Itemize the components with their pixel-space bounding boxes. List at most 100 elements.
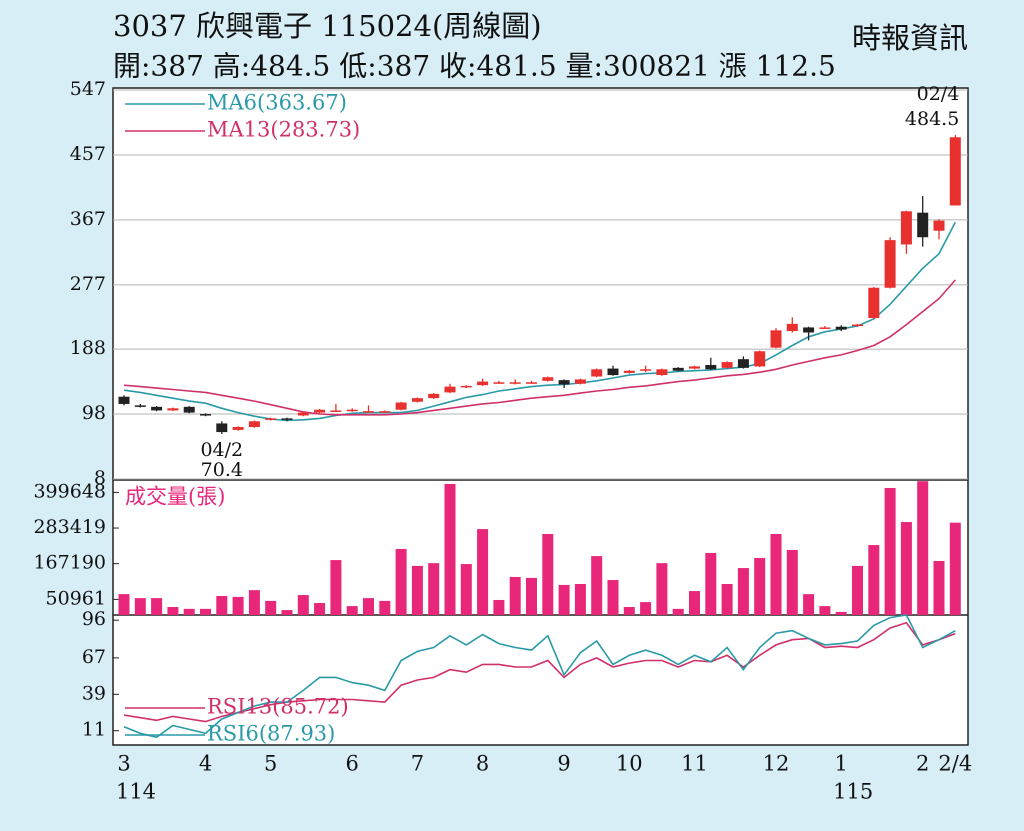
legend-label: RSI13(85.72)	[207, 695, 349, 719]
x-year-label: 115	[833, 780, 873, 804]
x-tick-label: 11	[681, 752, 708, 776]
candle-body	[705, 364, 717, 370]
candle-body	[672, 367, 684, 371]
chart-subtitle: 開:387 高:484.5 低:387 收:481.5 量:300821 漲 1…	[113, 50, 836, 83]
candle-body	[167, 408, 179, 411]
volume-bar	[574, 584, 586, 615]
candle-body	[509, 382, 521, 384]
candle-body	[151, 406, 163, 411]
volume-bar	[379, 600, 391, 615]
candle-body	[526, 382, 537, 384]
candle-body	[868, 287, 880, 319]
volume-bar	[330, 560, 342, 615]
candle-body	[558, 380, 570, 385]
candle-body	[803, 327, 815, 333]
volume-bar	[770, 534, 782, 615]
low-date: 04/2	[200, 439, 243, 461]
volume-bar	[460, 564, 472, 615]
volume-bar	[754, 557, 766, 615]
high-value: 484.5	[905, 108, 959, 130]
volume-bar	[134, 598, 146, 615]
y-tick-label: 67	[82, 646, 106, 668]
candle-body	[607, 368, 619, 376]
chart-title: 3037 欣興電子 115024(周線圖)	[113, 9, 542, 43]
volume-bar	[835, 611, 847, 615]
candle-body	[444, 386, 456, 393]
candle-body	[281, 418, 293, 420]
volume-bar	[607, 580, 619, 615]
volume-bar	[868, 545, 880, 615]
volume-bar	[363, 598, 374, 615]
volume-bar	[151, 598, 163, 615]
volume-bar	[281, 610, 293, 615]
volume-bar	[167, 607, 179, 615]
candle-body	[640, 369, 652, 371]
volume-bar	[444, 483, 456, 615]
volume-bar	[640, 602, 652, 615]
volume-bar	[493, 599, 505, 615]
candle-body	[395, 402, 407, 410]
y-tick-label: 367	[70, 208, 106, 230]
candle-body	[721, 362, 733, 368]
candle-body	[379, 411, 391, 413]
legend-label: MA6(363.67)	[207, 91, 347, 115]
volume-bar	[428, 563, 440, 615]
candle-body	[949, 137, 961, 206]
candle-body	[248, 421, 260, 428]
volume-bar	[786, 549, 798, 615]
y-tick-label: 39	[82, 682, 106, 704]
y-tick-label: 547	[70, 78, 106, 100]
low-value: 70.4	[201, 459, 243, 481]
volume-bar	[900, 522, 912, 615]
candle-body	[460, 385, 472, 388]
volume-bar	[509, 576, 521, 615]
volume-bar	[118, 594, 130, 615]
volume-bar	[232, 596, 244, 615]
candle-body	[786, 323, 798, 332]
y-tick-label: 11	[82, 719, 106, 741]
volume-bar	[395, 549, 407, 615]
x-tick-label: 7	[411, 752, 424, 776]
candle-body	[493, 382, 505, 384]
volume-bar	[803, 594, 815, 615]
y-tick-label: 167190	[33, 552, 106, 574]
candle-body	[297, 412, 309, 416]
candle-body	[411, 398, 423, 402]
candle-body	[314, 409, 326, 413]
x-tick-label: 3	[117, 752, 130, 776]
volume-bar	[346, 606, 358, 615]
volume-bar	[933, 561, 945, 615]
candle-body	[900, 211, 912, 245]
volume-bar	[721, 584, 733, 615]
volume-bar	[411, 565, 423, 615]
x-tick-label: 8	[476, 752, 489, 776]
candle-body	[216, 423, 228, 433]
volume-bar	[558, 584, 570, 615]
y-tick-label: 277	[70, 273, 106, 295]
candle-body	[134, 405, 146, 407]
x-tick-label: 12	[763, 752, 790, 776]
candle-body	[884, 240, 896, 288]
volume-bar	[542, 534, 554, 615]
legend-label: RSI6(87.93)	[207, 722, 335, 746]
y-tick-label: 98	[82, 402, 106, 424]
candle-body	[917, 212, 929, 238]
candle-body	[330, 410, 342, 412]
volume-bar	[183, 608, 195, 615]
rsi-line	[123, 621, 956, 723]
candle-body	[819, 327, 831, 329]
volume-bar	[314, 603, 326, 615]
x-year-label: 114	[116, 780, 156, 804]
ma-line	[123, 221, 957, 422]
candle-body	[835, 326, 847, 330]
volume-bar	[884, 487, 896, 615]
volume-bar	[705, 553, 717, 615]
candle-body	[428, 393, 440, 399]
volume-bar	[200, 608, 211, 615]
volume-bar	[819, 606, 831, 615]
candle-body	[232, 427, 244, 430]
x-tick-label: 1	[835, 752, 848, 776]
candle-body	[118, 396, 130, 404]
